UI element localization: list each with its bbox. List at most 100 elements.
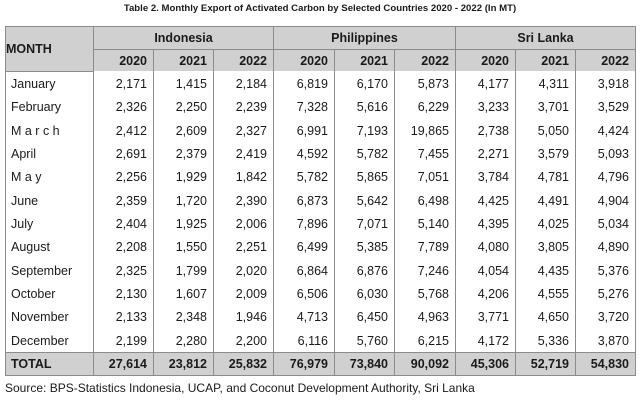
value-cell: 2,184 — [213, 71, 274, 96]
value-cell: 5,642 — [334, 189, 395, 213]
value-cell: 2,390 — [213, 189, 274, 213]
value-cell: 4,054 — [455, 259, 516, 283]
value-cell: 5,768 — [394, 282, 456, 306]
table-row: February 2,326 2,250 2,239 7,328 5,616 6,229 3,… — [5, 95, 636, 120]
value-cell: 2,006 — [213, 212, 274, 236]
value-cell: 5,140 — [394, 212, 456, 236]
value-cell: 4,555 — [515, 282, 576, 306]
value-cell: 3,701 — [515, 95, 576, 120]
value-cell: 5,873 — [394, 71, 456, 96]
value-cell: 5,376 — [575, 259, 636, 283]
table-row: July 2,404 1,925 2,006 7,896 7,071 5,140 4,395 4… — [5, 212, 636, 236]
total-value-cell: 54,830 — [575, 352, 636, 377]
value-cell: 2,379 — [153, 142, 214, 166]
value-cell: 3,720 — [575, 305, 636, 330]
value-cell: 4,963 — [394, 305, 456, 330]
value-cell: 7,455 — [394, 142, 456, 166]
value-cell: 1,842 — [213, 165, 274, 190]
value-cell: 7,193 — [334, 119, 395, 143]
value-cell: 2,404 — [93, 212, 154, 236]
value-cell: 19,865 — [394, 119, 456, 143]
value-cell: 7,328 — [273, 95, 335, 120]
total-value-cell: 73,840 — [334, 352, 395, 377]
total-value-cell: 76,979 — [273, 352, 335, 377]
value-cell: 2,130 — [93, 282, 154, 306]
table-row: December 2,199 2,280 2,200 6,116 5,760 6,215 4,… — [5, 329, 636, 353]
source-note: Source: BPS-Statistics Indonesia, UCAP, … — [5, 381, 475, 395]
total-row: TOTAL 27,614 23,812 25,832 76,979 73,840 90,09… — [5, 352, 636, 377]
value-cell: 1,607 — [153, 282, 214, 306]
value-cell: 4,890 — [575, 235, 636, 260]
value-cell: 4,395 — [455, 212, 516, 236]
value-cell: 7,246 — [394, 259, 456, 283]
table-row: November 2,133 2,348 1,946 4,713 6,450 4,963 3,… — [5, 305, 636, 330]
value-cell: 3,784 — [455, 165, 516, 190]
table-row: September 2,325 1,799 2,020 6,864 6,876 7,246 4… — [5, 259, 636, 283]
value-cell: 6,229 — [394, 95, 456, 120]
value-cell: 4,424 — [575, 119, 636, 143]
value-cell: 2,280 — [153, 329, 214, 353]
value-cell: 4,491 — [515, 189, 576, 213]
value-cell: 2,327 — [213, 119, 274, 143]
month-cell: July — [5, 212, 94, 236]
value-cell: 4,650 — [515, 305, 576, 330]
value-cell: 4,435 — [515, 259, 576, 283]
value-cell: 2,271 — [455, 142, 516, 166]
value-cell: 4,592 — [273, 142, 335, 166]
value-cell: 4,311 — [515, 71, 576, 96]
year-header: 2022 — [394, 49, 456, 71]
value-cell: 6,864 — [273, 259, 335, 283]
month-cell: December — [5, 329, 94, 353]
month-cell: August — [5, 235, 94, 260]
value-cell: 2,251 — [213, 235, 274, 260]
value-cell: 1,550 — [153, 235, 214, 260]
value-cell: 6,450 — [334, 305, 395, 330]
value-cell: 6,116 — [273, 329, 335, 353]
value-cell: 4,172 — [455, 329, 516, 353]
table-row: June 2,359 1,720 2,390 6,873 5,642 6,498 4,425 4… — [5, 189, 636, 213]
value-cell: 4,080 — [455, 235, 516, 260]
total-value-cell: 27,614 — [93, 352, 154, 377]
value-cell: 1,925 — [153, 212, 214, 236]
value-cell: 2,020 — [213, 259, 274, 283]
value-cell: 2,256 — [93, 165, 154, 190]
value-cell: 2,419 — [213, 142, 274, 166]
value-cell: 2,325 — [93, 259, 154, 283]
value-cell: 4,781 — [515, 165, 576, 190]
value-cell: 3,771 — [455, 305, 516, 330]
table-title: Table 2. Monthly Export of Activated Car… — [123, 3, 517, 14]
value-cell: 3,918 — [575, 71, 636, 96]
table-row: October 2,130 1,607 2,009 6,506 6,030 5,768 4,2… — [5, 282, 636, 306]
value-cell: 6,506 — [273, 282, 335, 306]
value-cell: 2,250 — [153, 95, 214, 120]
month-cell: M a y — [5, 165, 94, 190]
value-cell: 7,789 — [394, 235, 456, 260]
value-cell: 5,093 — [575, 142, 636, 166]
value-cell: 6,170 — [334, 71, 395, 96]
value-cell: 1,946 — [213, 305, 274, 330]
export-table: MONTH Indonesia Philippines Sri Lanka 20… — [5, 26, 636, 377]
total-value-cell: 90,092 — [394, 352, 456, 377]
value-cell: 2,009 — [213, 282, 274, 306]
value-cell: 2,738 — [455, 119, 516, 143]
value-cell: 6,991 — [273, 119, 335, 143]
value-cell: 3,233 — [455, 95, 516, 120]
value-cell: 2,199 — [93, 329, 154, 353]
year-header: 2020 — [93, 49, 154, 71]
month-cell: September — [5, 259, 94, 283]
value-cell: 6,873 — [273, 189, 335, 213]
value-cell: 6,499 — [273, 235, 335, 260]
month-cell: October — [5, 282, 94, 306]
value-cell: 6,030 — [334, 282, 395, 306]
table-row: April 2,691 2,379 2,419 4,592 5,782 7,455 2,271… — [5, 142, 636, 166]
value-cell: 7,051 — [394, 165, 456, 190]
year-header: 2020 — [273, 49, 335, 71]
total-value-cell: 52,719 — [515, 352, 576, 377]
value-cell: 6,498 — [394, 189, 456, 213]
value-cell: 5,276 — [575, 282, 636, 306]
value-cell: 5,616 — [334, 95, 395, 120]
value-cell: 2,326 — [93, 95, 154, 120]
month-cell: M a r c h — [5, 119, 94, 143]
year-header-row: 2020 2021 2022 2020 2021 2022 2020 2021 … — [6, 49, 636, 71]
month-column-header: MONTH — [5, 26, 94, 72]
